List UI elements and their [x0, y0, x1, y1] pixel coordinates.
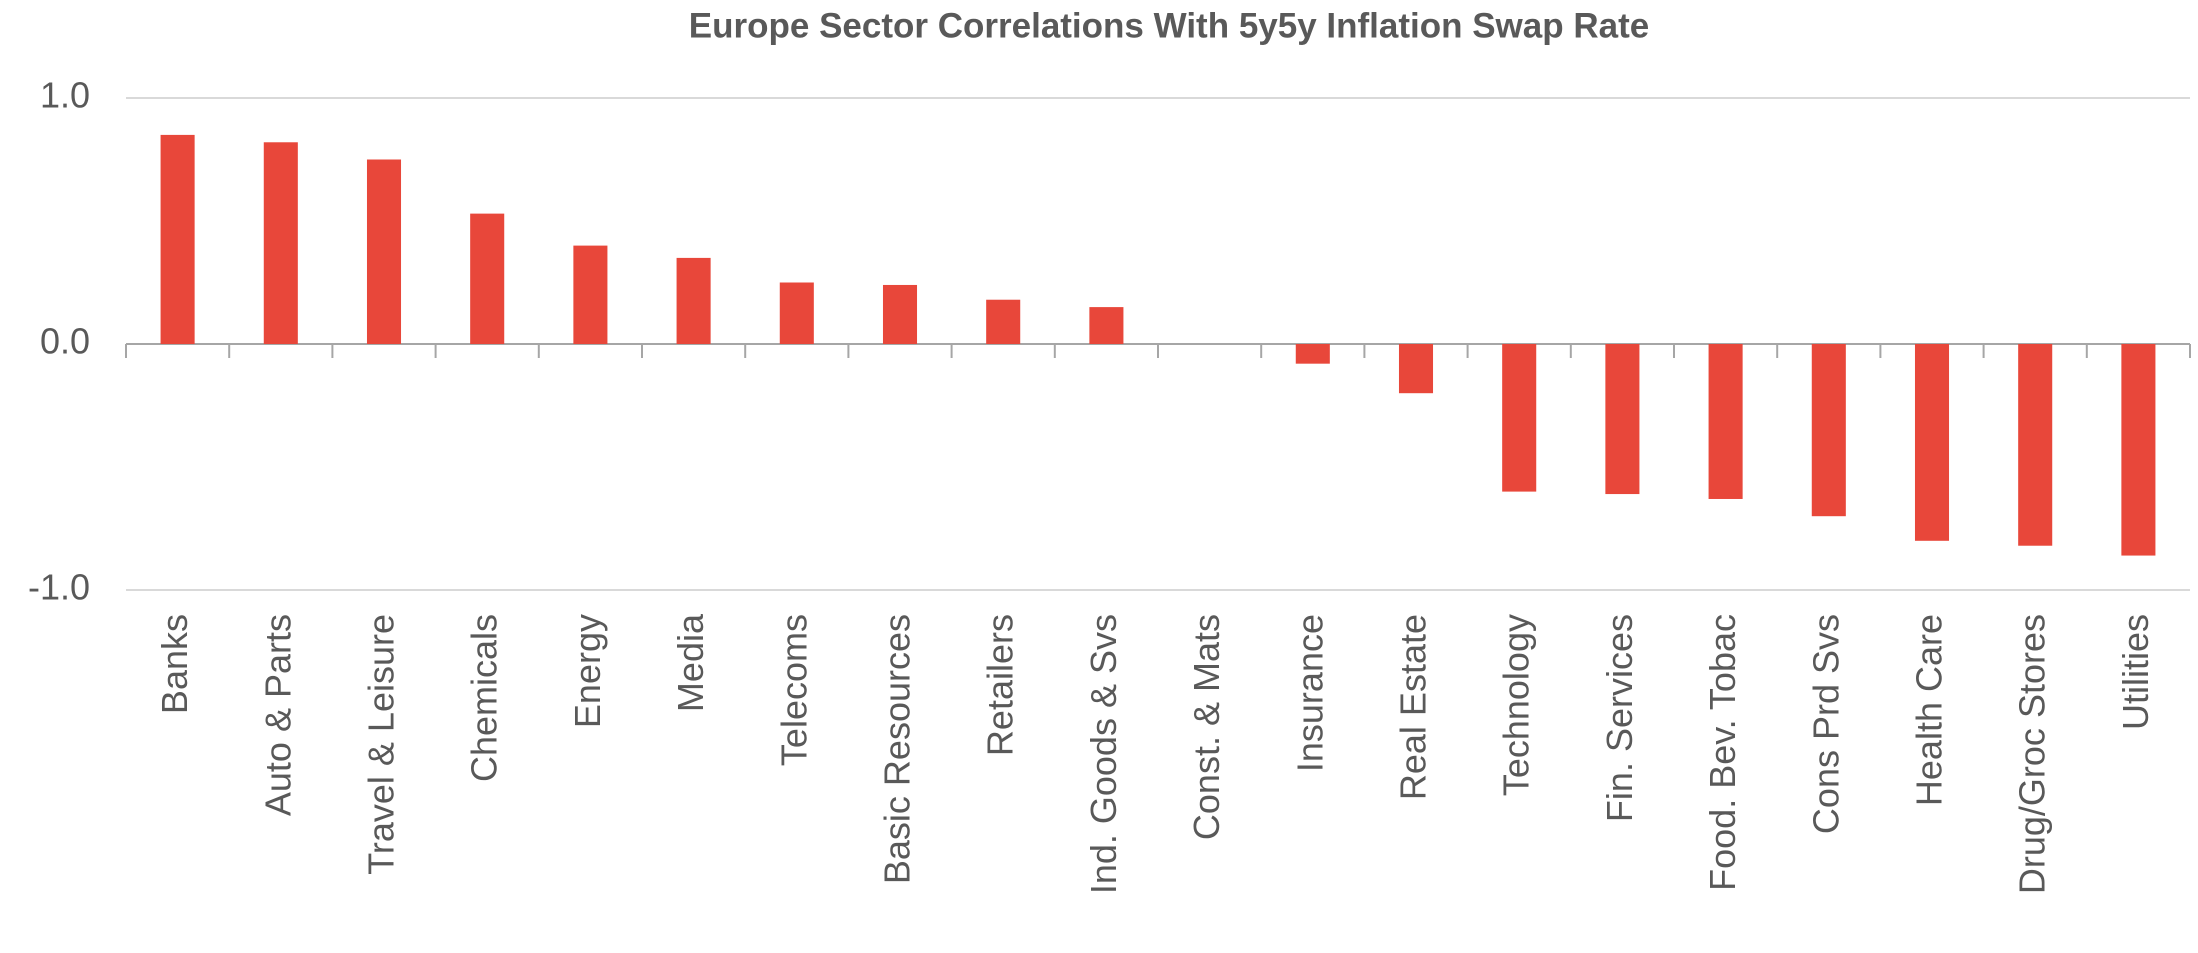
x-tick-label: Drug/Groc Stores: [2012, 614, 2053, 894]
x-tick-label: Fin. Services: [1599, 614, 1640, 822]
bar: [779, 282, 814, 344]
x-tick-label: Cons Prd Svs: [1805, 614, 1846, 834]
bar: [882, 284, 918, 344]
bar: [573, 245, 608, 344]
bar: [366, 159, 402, 344]
bar: [1398, 344, 1434, 394]
x-tick-label: Retailers: [980, 614, 1021, 756]
x-tick-label: Energy: [567, 614, 608, 728]
bar: [160, 134, 195, 344]
x-tick-label: Telecoms: [773, 614, 814, 766]
bar: [1502, 344, 1537, 492]
bar: [1914, 344, 1950, 541]
bar: [1708, 344, 1743, 499]
x-tick-label: Banks: [154, 614, 195, 714]
chart-title: Europe Sector Correlations With 5y5y Inf…: [689, 6, 1649, 45]
bar: [263, 142, 298, 344]
y-tick-label: -1.0: [28, 567, 90, 608]
bar: [2121, 344, 2156, 556]
x-tick-label: Chemicals: [464, 614, 505, 782]
bar: [2018, 344, 2053, 546]
y-tick-label: 0.0: [40, 321, 90, 362]
x-tick-label: Const. & Mats: [1186, 614, 1227, 840]
x-tick-label: Auto & Parts: [257, 614, 298, 816]
bar: [1811, 344, 1846, 517]
bar: [1295, 344, 1330, 364]
bar: [1089, 307, 1124, 344]
x-tick-label: Utilities: [2115, 614, 2156, 730]
x-tick-label: Food. Bev. Tobac: [1702, 614, 1743, 891]
x-tick-label: Insurance: [1289, 614, 1330, 772]
x-tick-label: Real Estate: [1393, 614, 1434, 800]
x-tick-label: Technology: [1496, 614, 1537, 796]
x-tick-label: Health Care: [1909, 614, 1950, 806]
bar: [676, 257, 711, 344]
bar: [1605, 344, 1640, 495]
x-tick-label: Ind. Goods & Svs: [1083, 614, 1124, 894]
x-tick-label: Travel & Leisure: [361, 614, 402, 875]
x-tick-label: Media: [670, 613, 711, 712]
bar: [986, 299, 1021, 344]
x-tick-label: Basic Resources: [877, 614, 918, 884]
bar: [470, 213, 505, 344]
y-tick-label: 1.0: [40, 75, 90, 116]
